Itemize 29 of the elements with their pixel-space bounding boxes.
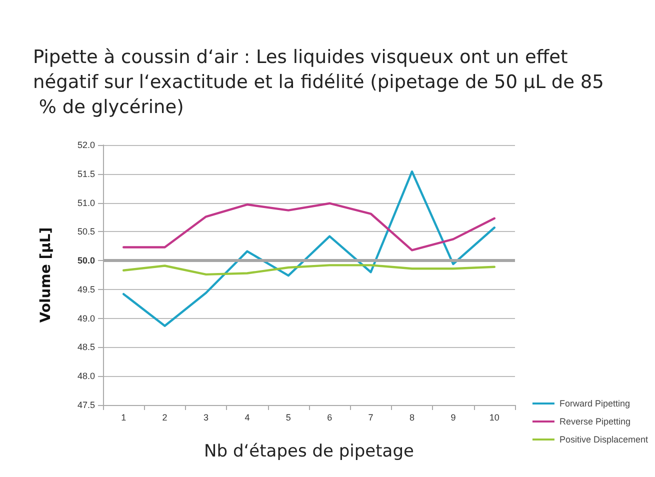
y-tick-label: 52.0	[77, 140, 95, 150]
y-tick-label: 48.5	[77, 342, 95, 352]
line-series	[122, 264, 496, 276]
y-tick-label: 51.0	[77, 198, 95, 208]
line-series	[122, 202, 496, 252]
y-tick-label: 50.5	[77, 226, 95, 237]
y-axis-title: Volume [µL]	[38, 227, 54, 323]
legend-label: Forward Pipetting	[559, 398, 630, 408]
x-axis-title: Nb d‘étapes de pipetage	[204, 442, 414, 462]
x-tick-label: 2	[162, 412, 168, 422]
x-tick-label: 4	[244, 412, 250, 422]
y-tick-label: 51.5	[77, 168, 95, 179]
y-tick-label: 49.0	[77, 313, 95, 324]
legend-label: Positive Displacement	[559, 434, 648, 444]
y-tick-label: 50.0	[77, 256, 95, 266]
x-tick-label: 5	[286, 412, 291, 422]
y-tick-label: 49.5	[77, 284, 95, 294]
x-tick-label: 7	[368, 412, 374, 422]
x-tick-label: 8	[409, 412, 415, 422]
chart-title: Pipette à coussin d‘air : Les liquides visqueux ont un effet négatif sur l‘exactitude et la fidélité (pipetage de 50 µL de 85 % de glycérine)	[33, 47, 604, 118]
x-tick-label: 10	[489, 412, 500, 422]
y-tick-label: 48.0	[77, 371, 95, 382]
x-tick-label: 1	[121, 412, 126, 422]
line-series	[122, 170, 496, 327]
x-tick-label: 3	[203, 412, 209, 422]
y-tick-label: 47.5	[77, 400, 95, 410]
x-tick-label: 6	[327, 412, 332, 422]
legend-label: Reverse Pipetting	[559, 416, 631, 426]
x-tick-label: 9	[450, 412, 456, 422]
